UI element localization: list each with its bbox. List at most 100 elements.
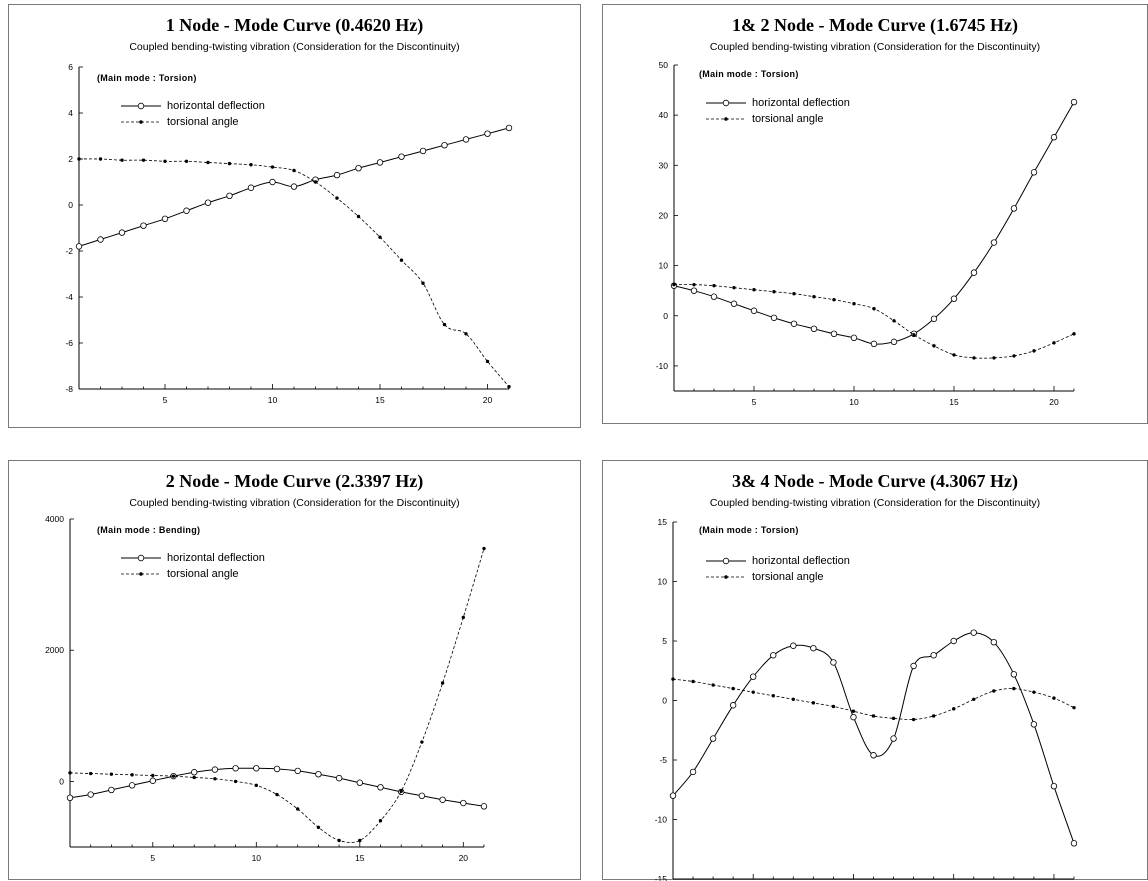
legend-item-torsion: torsional angle xyxy=(121,115,239,129)
x-tick-label: 20 xyxy=(483,395,493,405)
deflection-point xyxy=(356,779,363,786)
deflection-point xyxy=(830,330,838,338)
chart-plot-area: -10 0 10 20 30 40 50 5 10 15 20 xyxy=(656,60,1078,407)
deflection-point xyxy=(890,338,898,346)
x-tick-label: 20 xyxy=(459,853,469,863)
legend-item-deflection: horizontal deflection xyxy=(121,551,265,565)
torsion-point xyxy=(911,717,916,722)
deflection-point xyxy=(335,774,343,782)
chart-subtitle: Coupled bending-twisting vibration (Cons… xyxy=(709,41,1041,53)
torsion-point xyxy=(852,302,856,306)
deflection-point xyxy=(253,765,260,772)
chart-title: 2 Node - Mode Curve (2.3397 Hz) xyxy=(165,471,424,491)
deflection-point xyxy=(930,652,937,659)
legend-item-torsion: torsional angle xyxy=(121,567,239,581)
horizontal-deflection-line xyxy=(672,632,1075,844)
y-tick-label: 20 xyxy=(659,210,669,220)
torsion-point xyxy=(77,157,81,161)
torsion-point xyxy=(464,332,468,336)
deflection-point xyxy=(418,792,426,800)
torsion-point xyxy=(292,168,296,173)
deflection-point xyxy=(505,124,513,132)
deflection-point xyxy=(355,164,362,172)
x-tick-label: 20 xyxy=(1049,397,1059,407)
deflection-point xyxy=(690,287,698,294)
deflection-point xyxy=(462,136,470,143)
deflection-point xyxy=(128,782,136,789)
deflection-point xyxy=(1050,134,1058,141)
deflection-point xyxy=(247,184,255,191)
torsion-point xyxy=(399,258,404,262)
chart-plot-area: -15-10-50510155101520 xyxy=(655,517,1078,881)
deflection-point xyxy=(790,320,798,327)
y-tick-label: -5 xyxy=(659,755,667,765)
torsion-point xyxy=(672,282,676,287)
legend-label: torsional angle xyxy=(752,113,824,125)
deflection-point xyxy=(232,765,239,772)
torsion-point xyxy=(141,158,146,162)
deflection-point xyxy=(1070,98,1078,106)
y-tick-label: 4000 xyxy=(45,514,64,524)
x-tick-label: 15 xyxy=(949,397,959,407)
torsion-point xyxy=(1072,705,1076,710)
y-tick-label: -10 xyxy=(656,361,669,371)
torsion-point xyxy=(692,282,696,287)
torsion-point xyxy=(932,344,936,348)
torsion-point xyxy=(485,359,490,364)
torsion-point xyxy=(440,681,445,685)
deflection-point xyxy=(669,792,677,799)
deflection-point xyxy=(140,222,147,229)
deflection-point xyxy=(950,295,958,302)
torsion-point xyxy=(233,779,238,784)
torsion-point xyxy=(378,819,383,823)
y-tick-label: 40 xyxy=(659,110,669,120)
deflection-point xyxy=(1030,721,1038,728)
legend-dashed-dot-icon xyxy=(706,117,746,121)
y-tick-label: -4 xyxy=(65,292,73,302)
deflection-point xyxy=(377,784,384,791)
chart-title: 1 Node - Mode Curve (0.4620 Hz) xyxy=(165,15,424,35)
deflection-point xyxy=(710,293,718,300)
torsion-point xyxy=(1052,341,1056,345)
main-mode-annotation: (Main mode : Torsion) xyxy=(699,69,799,79)
torsion-point xyxy=(270,165,275,169)
main-mode-annotation: (Main mode : Bending) xyxy=(97,525,201,535)
torsion-point xyxy=(771,694,775,698)
torsion-point xyxy=(992,689,996,693)
deflection-point xyxy=(294,767,301,775)
torsion-point xyxy=(442,322,447,327)
legend-solid-circle-icon xyxy=(121,554,161,562)
torsion-point xyxy=(912,333,916,337)
deflection-point xyxy=(810,644,817,652)
chart-subtitle: Coupled bending-twisting vibration (Cons… xyxy=(129,41,460,53)
legend-solid-circle-icon xyxy=(706,99,746,107)
torsion-point xyxy=(831,704,836,709)
chart-title: 1& 2 Node - Mode Curve (1.6745 Hz) xyxy=(732,15,1018,35)
legend-label: horizontal deflection xyxy=(752,97,850,109)
torsion-point xyxy=(1012,686,1016,691)
torsion-point xyxy=(1032,349,1036,353)
deflection-point xyxy=(315,770,322,778)
torsion-point xyxy=(275,792,279,797)
torsion-point xyxy=(851,709,856,713)
torsion-point xyxy=(356,214,361,219)
deflection-point xyxy=(273,765,281,773)
torsion-point xyxy=(296,807,300,811)
chart-plot-area: 0 2000 4000 5 10 15 20 xyxy=(45,514,488,863)
legend-item-torsion: torsional angle xyxy=(706,112,824,126)
y-tick-label: 0 xyxy=(59,776,64,786)
legend-label: horizontal deflection xyxy=(752,555,850,567)
torsion-point xyxy=(711,683,715,687)
deflection-point xyxy=(161,215,169,222)
deflection-point xyxy=(290,183,298,190)
torsion-point xyxy=(1012,354,1016,358)
torsion-point xyxy=(952,353,956,357)
chart-subtitle: Coupled bending-twisting vibration (Cons… xyxy=(709,497,1041,509)
y-tick-label: -10 xyxy=(655,815,668,825)
deflection-point xyxy=(376,159,384,166)
torsion-point xyxy=(772,289,776,294)
torsion-point xyxy=(752,287,756,292)
torsion-point xyxy=(399,789,403,793)
torsion-point xyxy=(358,838,362,843)
torsion-point xyxy=(892,319,896,323)
